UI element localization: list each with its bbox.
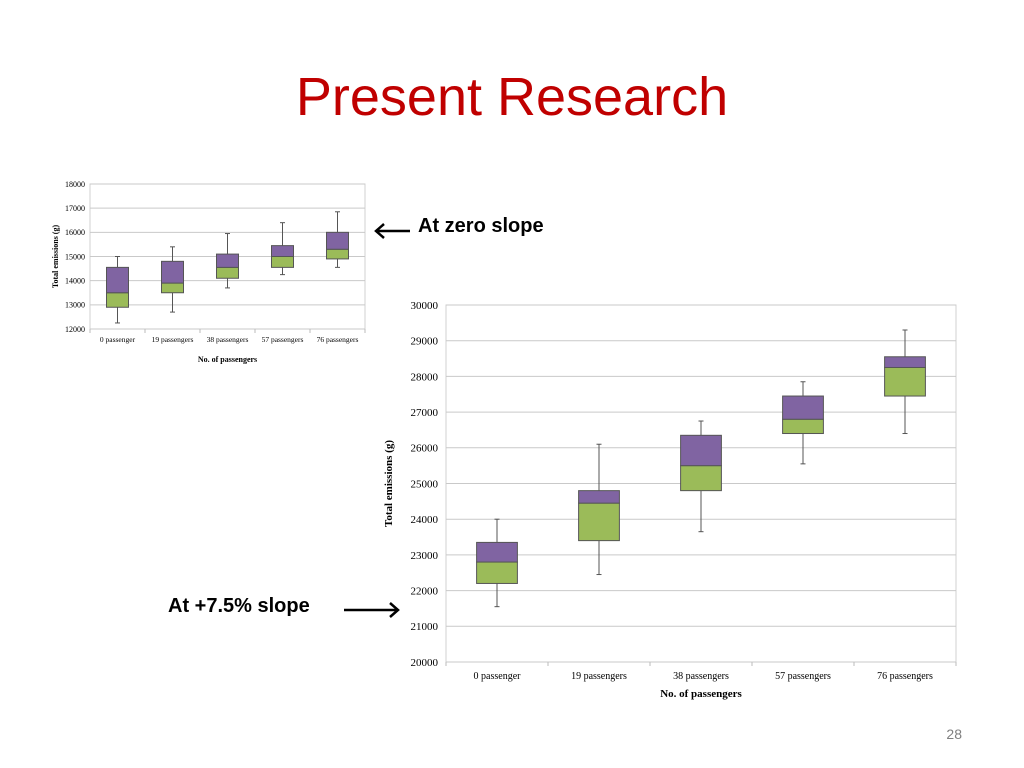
box-lower (216, 266, 239, 279)
arrow-left-icon (374, 223, 410, 239)
y-tick-label: 28000 (411, 371, 439, 383)
callout-plus-slope: At +7.5% slope (168, 595, 310, 617)
x-tick-label: 57 passengers (262, 335, 304, 344)
box-lower (782, 418, 824, 435)
callout-zero-slope: At zero slope (418, 215, 544, 237)
y-tick-label: 14000 (65, 276, 85, 285)
box-upper (884, 356, 926, 368)
box-lower (161, 282, 184, 294)
chart-plus-slope: 20000 21000 22000 23000 24000 25000 26000 27000… (382, 295, 962, 705)
chart-zero-slope: 12000 13000 14000 15000 16000 17000 18000 0 pas… (50, 175, 370, 365)
box-upper (106, 266, 129, 294)
y-tick-label: 12000 (65, 325, 85, 334)
x-tick-label: 76 passengers (877, 671, 933, 682)
page-number: 28 (946, 726, 962, 742)
x-axis-label: No. of passengers (660, 688, 742, 700)
y-tick-label: 25000 (411, 478, 439, 490)
y-axis-label: Total emissions (g) (51, 225, 60, 289)
box-lower (884, 366, 926, 397)
y-tick-label: 15000 (65, 252, 85, 261)
chart-zero-slope-svg: 12000 13000 14000 15000 16000 17000 18000 0 pas… (51, 180, 366, 364)
slide-title: Present Research (295, 67, 729, 127)
x-tick-label: 76 passengers (317, 335, 359, 344)
x-tick-label: 38 passengers (207, 335, 249, 344)
y-tick-label: 24000 (411, 514, 439, 526)
y-tick-label: 30000 (411, 300, 439, 312)
box-lower (326, 248, 349, 260)
x-tick-label: 0 passenger (474, 671, 522, 682)
x-tick-label: 0 passenger (100, 335, 136, 344)
x-tick-label: 57 passengers (775, 671, 831, 682)
y-tick-label: 29000 (411, 336, 439, 348)
box-lower (476, 561, 518, 584)
chart-plus-slope-svg: 20000 21000 22000 23000 24000 25000 26000 27000… (383, 300, 957, 700)
box-upper (680, 434, 722, 467)
box-upper (476, 541, 518, 563)
box-lower (271, 256, 294, 268)
y-tick-label: 17000 (65, 204, 85, 213)
y-axis-label: Total emissions (g) (383, 440, 395, 527)
box-upper (161, 260, 184, 284)
box-upper (578, 490, 620, 504)
y-tick-label: 20000 (411, 657, 439, 669)
box-lower (106, 292, 129, 308)
y-tick-label: 18000 (65, 180, 85, 189)
box-upper (326, 231, 349, 250)
y-tick-label: 23000 (411, 550, 439, 562)
box-upper (216, 253, 239, 268)
y-tick-label: 22000 (411, 585, 439, 597)
box-upper (782, 395, 824, 420)
box-upper (271, 245, 294, 257)
x-axis-label: No. of passengers (198, 355, 257, 364)
arrow-right-icon (344, 602, 400, 618)
x-tick-label: 38 passengers (673, 671, 729, 682)
y-tick-label: 16000 (65, 228, 85, 237)
box-lower (680, 465, 722, 492)
y-tick-label: 13000 (65, 301, 85, 310)
x-tick-label: 19 passengers (571, 671, 627, 682)
x-tick-label: 19 passengers (152, 335, 194, 344)
y-tick-label: 26000 (411, 443, 439, 455)
y-tick-label: 21000 (411, 621, 439, 633)
y-tick-label: 27000 (411, 407, 439, 419)
box-lower (578, 502, 620, 542)
